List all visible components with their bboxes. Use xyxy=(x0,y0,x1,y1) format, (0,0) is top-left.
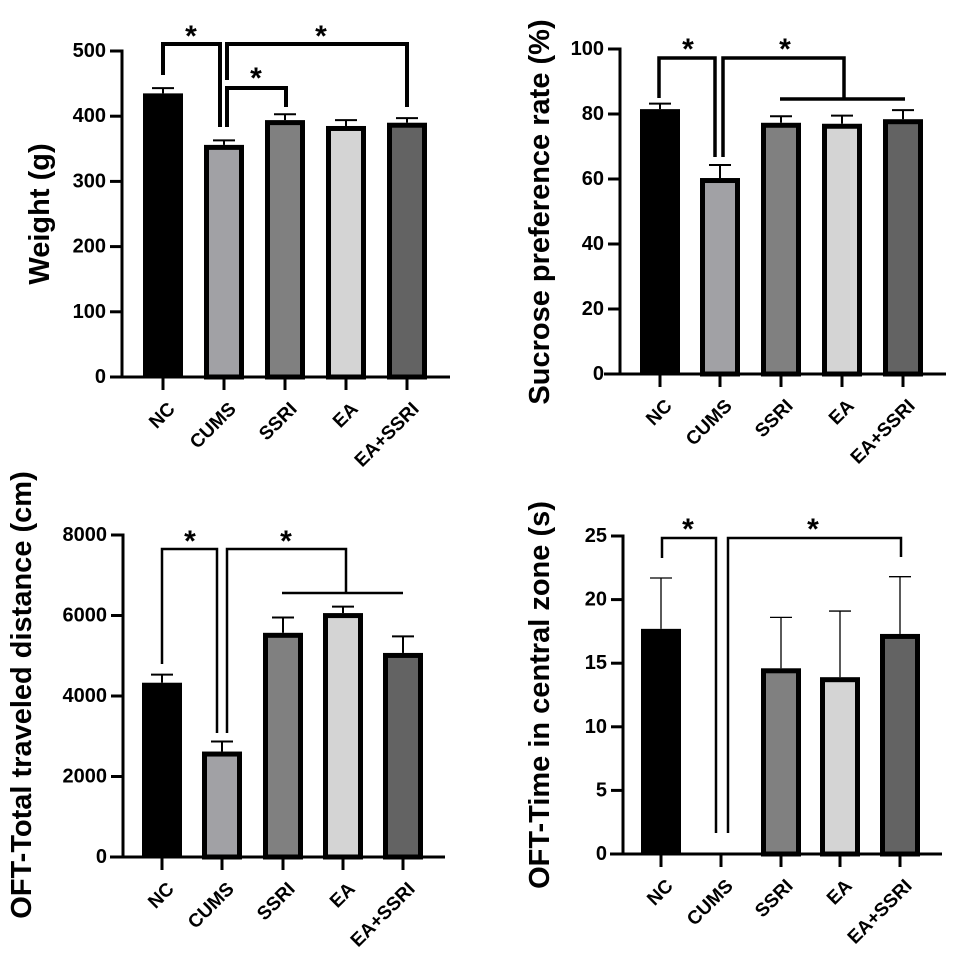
x-tick-label: SSRI xyxy=(253,879,299,925)
significance-bracket xyxy=(161,42,222,127)
x-tick-label: CUMS xyxy=(184,879,238,933)
y-tick-label: 5 xyxy=(596,779,607,801)
x-tick-label: NC xyxy=(643,876,677,910)
significance-bracket xyxy=(657,56,717,157)
y-tick-label: 200 xyxy=(73,236,106,258)
significance-bracket xyxy=(225,42,409,107)
bar-ea xyxy=(822,123,862,377)
x-tick-label: EA+SSRI xyxy=(351,399,424,472)
y-tick-label: 10 xyxy=(585,716,607,738)
bar-cums xyxy=(700,178,740,377)
y-tick-label: 0 xyxy=(593,363,604,385)
x-tick-label: EA xyxy=(825,396,859,430)
significance-star: * xyxy=(250,62,262,95)
significance-star: * xyxy=(779,33,791,66)
y-tick-label: 100 xyxy=(73,301,106,323)
y-axis-title: Weight (g) xyxy=(24,143,56,284)
significance-star: * xyxy=(184,525,196,558)
significance-star: * xyxy=(315,20,327,53)
x-tick-label: EA xyxy=(326,879,360,913)
chart-oft-distance: OFT-Total traveled distance (cm) 0 2000 400… xyxy=(6,471,445,951)
x-tick-label: SSRI xyxy=(255,399,301,445)
bar-ea-plus-ssri xyxy=(883,119,923,377)
x-tick-label: SSRI xyxy=(751,396,797,442)
bar-ssri xyxy=(263,632,303,860)
x-tick-label: EA xyxy=(329,399,363,433)
bar-cums xyxy=(204,144,244,380)
bar-ssri xyxy=(761,122,801,377)
y-tick-label: 20 xyxy=(582,298,604,320)
significance-star: * xyxy=(185,20,197,53)
bar-ea-plus-ssri xyxy=(383,652,423,860)
x-tick-label: NC xyxy=(642,396,676,430)
bar-nc xyxy=(142,682,182,857)
y-tick-label: 0 xyxy=(95,366,106,388)
y-tick-label: 60 xyxy=(582,168,604,190)
significance-bracket xyxy=(721,56,846,157)
y-tick-label: 500 xyxy=(73,40,106,62)
bar-ea xyxy=(820,677,860,857)
chart-oft-central: OFT-Time in central zone (s) 0 5 10 15 20 25 NC… xyxy=(524,501,942,948)
y-tick-label: 0 xyxy=(596,843,607,865)
x-tick-label: EA+SSRI xyxy=(844,876,917,949)
significance-star: * xyxy=(682,33,694,66)
x-tick-label: NC xyxy=(145,399,179,433)
y-axis-title: Sucrose preference rate (%) xyxy=(524,19,556,404)
y-tick-label: 100 xyxy=(571,38,604,60)
significance-star: * xyxy=(682,513,694,546)
y-tick-label: 2000 xyxy=(63,766,108,788)
bar-cums xyxy=(202,751,242,860)
x-tick-label: EA xyxy=(823,876,857,910)
x-tick-label: EA+SSRI xyxy=(347,879,420,952)
bar-ssri xyxy=(761,668,801,857)
y-tick-label: 40 xyxy=(582,233,604,255)
y-tick-label: 400 xyxy=(73,105,106,127)
bar-ea xyxy=(326,125,366,380)
significance-bracket xyxy=(726,536,903,833)
bar-nc xyxy=(143,93,183,377)
x-tick-label: EA+SSRI xyxy=(847,396,920,469)
y-tick-label: 25 xyxy=(585,525,607,547)
y-axis-title: OFT-Total traveled distance (cm) xyxy=(6,471,38,918)
y-tick-label: 80 xyxy=(582,103,604,125)
x-tick-label: CUMS xyxy=(682,396,736,450)
significance-star: * xyxy=(280,525,292,558)
x-tick-label: SSRI xyxy=(751,876,797,922)
significance-bracket xyxy=(160,547,219,733)
chart-weight: Weight (g) 0 100 200 300 400 500 NC CUMS SSRI EAEA… xyxy=(24,20,450,471)
y-tick-label: 20 xyxy=(585,589,607,611)
bar-ea-plus-ssri xyxy=(387,122,427,380)
significance-bracket xyxy=(225,547,348,733)
y-tick-label: 15 xyxy=(585,652,607,674)
bar-nc xyxy=(641,628,681,854)
x-tick-label: NC xyxy=(144,879,178,913)
bar-ea xyxy=(323,613,363,860)
bar-nc xyxy=(640,109,680,374)
y-tick-label: 8000 xyxy=(63,524,108,546)
y-tick-label: 300 xyxy=(73,170,106,192)
bar-ssri xyxy=(265,120,305,380)
y-axis-title: OFT-Time in central zone (s) xyxy=(524,501,556,889)
chart-sucrose: Sucrose preference rate (%) 0 20 40 60 80 100 N… xyxy=(524,19,946,468)
x-tick-label: CUMS xyxy=(683,876,737,930)
significance-bracket xyxy=(225,86,288,127)
y-tick-label: 0 xyxy=(96,846,107,868)
bar-ea-plus-ssri xyxy=(880,633,920,857)
y-tick-label: 6000 xyxy=(63,605,108,627)
significance-star: * xyxy=(807,513,819,546)
y-tick-label: 4000 xyxy=(63,685,108,707)
x-tick-label: CUMS xyxy=(186,399,240,453)
significance-bracket xyxy=(660,536,718,833)
